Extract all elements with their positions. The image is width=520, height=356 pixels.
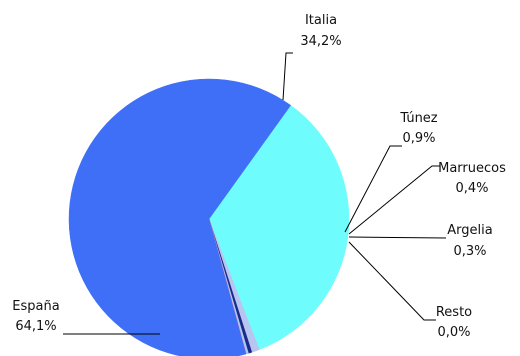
leader-line-italia [282, 52, 293, 101]
leader-lines [63, 52, 447, 335]
leader-line-marruecos [348, 165, 440, 235]
slice-espana [68, 78, 292, 356]
leader-line-tunez [344, 145, 402, 233]
pie-slices [68, 78, 350, 356]
label-name-argelia: Argelia [447, 223, 492, 238]
slice-labels: España 64,1% Italia 34,2% Túnez 0,9%Marruecos… [12, 13, 506, 340]
leader-line-resto [348, 241, 436, 321]
label-name-tunez: Túnez [399, 111, 437, 126]
label-name-resto: Resto [436, 305, 472, 320]
label-value-tunez: 0,9% [402, 131, 435, 146]
slice-italia [208, 104, 350, 350]
leader-line-argelia [348, 236, 447, 239]
label-value-argelia: 0,3% [453, 244, 486, 259]
label-name-espana: España [12, 299, 59, 314]
label-value-italia: 34,2% [300, 34, 341, 49]
label-value-espana: 64,1% [15, 319, 56, 334]
label-name-italia: Italia [305, 13, 337, 28]
label-name-marruecos: Marruecos [438, 161, 506, 176]
label-value-resto: 0,0% [437, 325, 470, 340]
label-value-marruecos: 0,4% [455, 181, 488, 196]
